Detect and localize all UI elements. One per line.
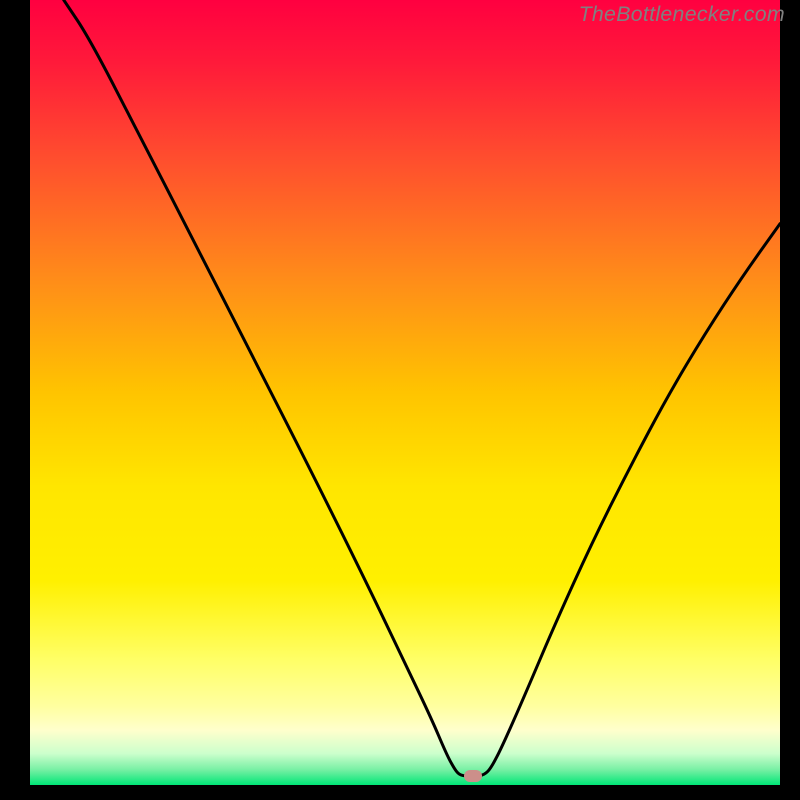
- chart-container: TheBottlenecker.com: [0, 0, 800, 800]
- chart-background-gradient: [30, 0, 780, 785]
